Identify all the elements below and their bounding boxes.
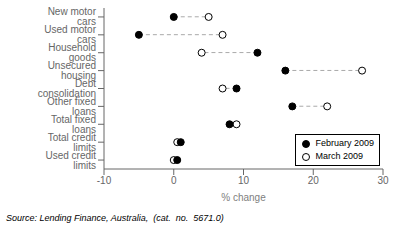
html-text:loans: loans xyxy=(72,123,96,135)
html-text:loans: loans xyxy=(72,105,96,117)
html-text:Source: Lending Finance, Austr: Source: Lending Finance, Australia, (cat… xyxy=(6,213,224,223)
html-text:cars: cars xyxy=(77,34,96,46)
html-text:Household: Household xyxy=(48,42,96,54)
svg-text:Used creditlimits: Used creditlimits xyxy=(45,150,96,171)
html-text:Other fixed: Other fixed xyxy=(47,95,96,107)
html-text:limits: limits xyxy=(73,141,96,153)
html-text:New motor: New motor xyxy=(47,6,96,18)
html-text:goods: goods xyxy=(68,52,96,64)
svg-text:30: 30 xyxy=(377,175,389,186)
html-text:Unsecured: Unsecured xyxy=(47,60,96,72)
html-text:cars: cars xyxy=(77,16,96,28)
html-text:Debt: Debt xyxy=(74,78,96,90)
svg-text:10: 10 xyxy=(238,175,250,186)
svg-text:-10: -10 xyxy=(97,175,112,186)
html-text:consolidation: consolidation xyxy=(37,88,96,100)
svg-text:20: 20 xyxy=(308,175,320,186)
html-text:February 2009: February 2009 xyxy=(315,138,374,148)
html-text:Total credit: Total credit xyxy=(47,131,96,143)
html-text:March 2009: March 2009 xyxy=(315,151,363,161)
html-text:housing: housing xyxy=(61,70,96,82)
svg-text:0: 0 xyxy=(171,175,177,186)
html-text:Used motor: Used motor xyxy=(44,24,96,36)
svg-text:% change: % change xyxy=(221,192,266,203)
html-text:Total fixed: Total fixed xyxy=(51,113,96,125)
